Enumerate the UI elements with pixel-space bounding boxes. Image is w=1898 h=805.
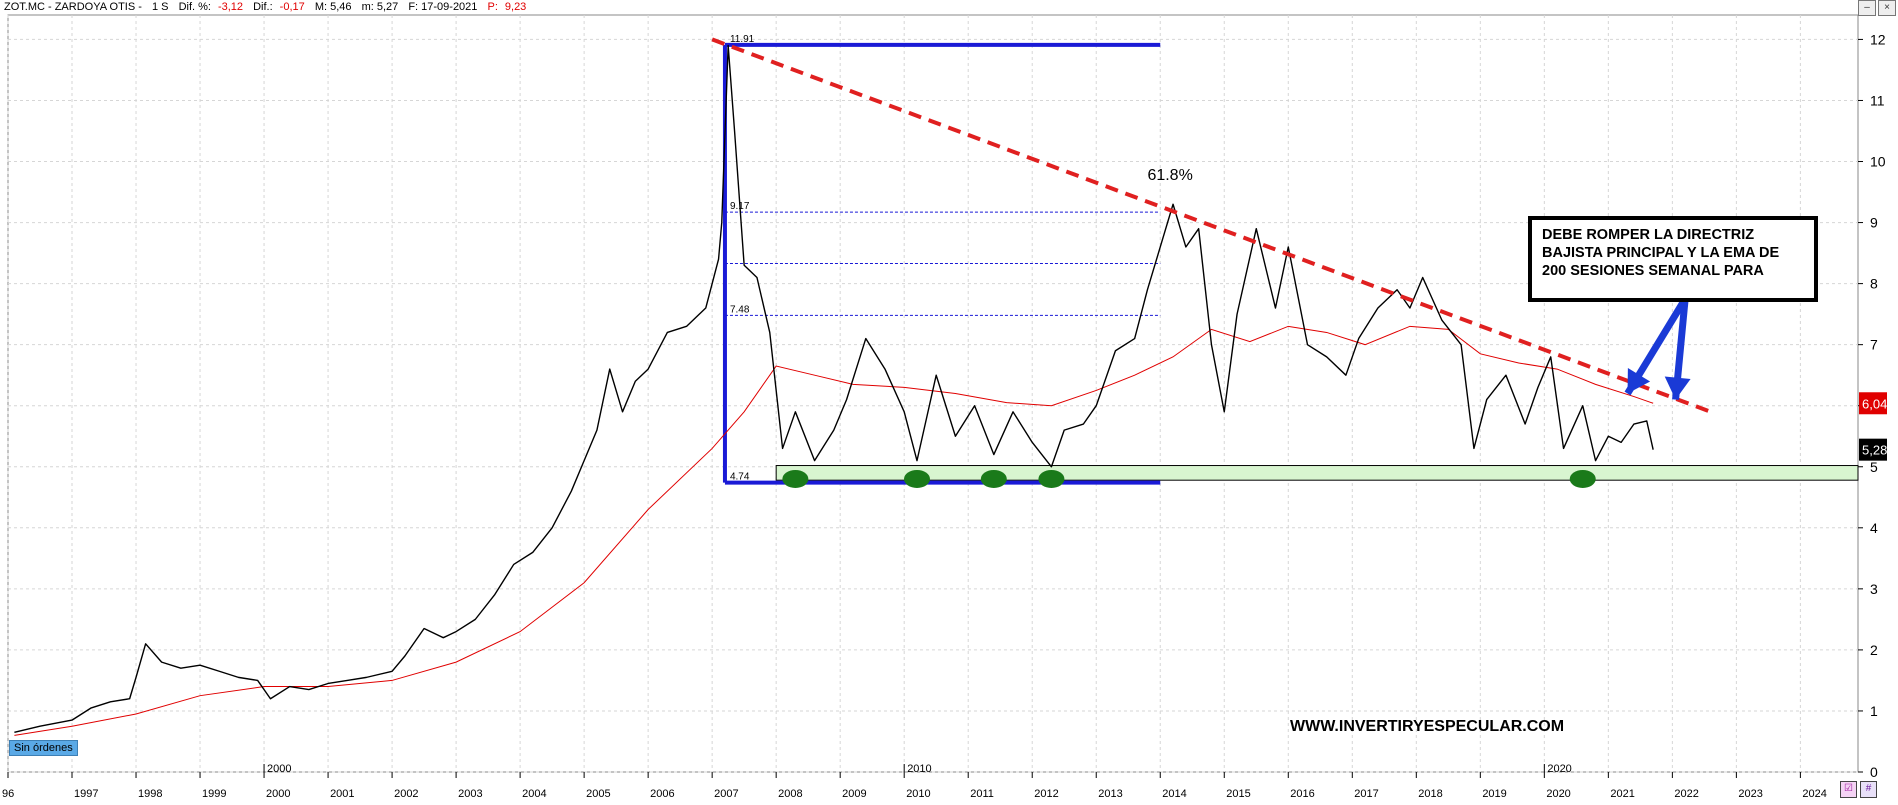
- y-tick-label: 3: [1870, 581, 1878, 597]
- dif-pct-label: Dif. %:: [178, 1, 211, 13]
- support-touch-marker: [1038, 469, 1065, 488]
- support-zone: [775, 465, 1859, 481]
- dif-value: -0,17: [279, 1, 305, 13]
- x-tick-label: 1998: [138, 788, 162, 800]
- close-button[interactable]: ×: [1878, 0, 1896, 16]
- x-tick-label: 2024: [1802, 788, 1826, 800]
- x-tick-label: 2000: [266, 788, 290, 800]
- y-tick-label: 9: [1870, 215, 1878, 231]
- x-tick-label: 2021: [1610, 788, 1634, 800]
- y-tick-label: 11: [1870, 92, 1885, 108]
- symbol-label: ZOT.MC - ZARDOYA OTIS -: [4, 1, 142, 13]
- support-touch-marker: [903, 469, 930, 488]
- x-tick-label: 1997: [74, 788, 98, 800]
- date-label: F: 17-09-2021: [408, 1, 478, 13]
- decade-label: 2020: [1547, 763, 1571, 775]
- dif-pct-value: -3,12: [217, 1, 244, 13]
- x-tick-label: 2013: [1098, 788, 1122, 800]
- dif-label: Dif.:: [253, 1, 273, 13]
- last-price-tag: [1859, 438, 1887, 461]
- minimize-button[interactable]: –: [1858, 0, 1876, 16]
- arrow-head: [1627, 367, 1651, 394]
- bearish-trendline: [711, 37, 1712, 414]
- ema-200-line: [14, 325, 1654, 736]
- x-tick-label: 2011: [970, 788, 994, 800]
- x-tick-label: 2019: [1482, 788, 1506, 800]
- x-tick-label: 2003: [458, 788, 482, 800]
- support-touch-marker: [980, 469, 1007, 488]
- annotation-label: 61.8%: [1147, 167, 1192, 184]
- min-label: m: 5,27: [361, 1, 399, 13]
- y-tick-label: 5: [1870, 459, 1878, 475]
- last-price-tag-label: 6,04: [1862, 396, 1887, 411]
- y-tick-label: 1: [1870, 703, 1878, 719]
- x-tick-label: 2008: [778, 788, 802, 800]
- last-price-tag-label: 5,28: [1862, 443, 1887, 458]
- box-level-label: 11.91: [730, 34, 755, 45]
- y-tick-label: 2: [1870, 642, 1878, 658]
- x-tick-label: 2014: [1162, 788, 1186, 800]
- x-tick-label: 1999: [202, 788, 226, 800]
- price-label: P:: [487, 1, 498, 13]
- arrow-head: [1664, 376, 1691, 400]
- price-value: 9,23: [504, 1, 527, 13]
- price-line: [14, 44, 1654, 733]
- y-tick-label: 7: [1870, 337, 1878, 353]
- watermark-text: WWW.INVERTIRYESPECULAR.COM: [1290, 718, 1565, 735]
- y-tick-label: 12: [1870, 31, 1886, 47]
- grid-icon[interactable]: #: [1860, 781, 1877, 798]
- x-tick-label: 2018: [1418, 788, 1442, 800]
- x-tick-label: 2004: [522, 788, 546, 800]
- plot-area: [7, 14, 1859, 773]
- x-tick-label: 2001: [330, 788, 354, 800]
- y-tick-label: 8: [1870, 276, 1878, 292]
- x-tick-label: 2009: [842, 788, 866, 800]
- max-label: M: 5,46: [314, 1, 352, 13]
- y-tick-label: 0: [1870, 764, 1878, 780]
- y-tick-label: 4: [1870, 520, 1878, 536]
- x-tick-label: 2007: [714, 788, 738, 800]
- annotation-note: DEBE ROMPER LA DIRECTRIZ BAJISTA PRINCIP…: [1528, 216, 1818, 302]
- support-touch-marker: [1569, 469, 1596, 488]
- chart-header: ZOT.MC - ZARDOYA OTIS - 1 S Dif. %: -3,12…: [4, 1, 533, 13]
- x-tick-label: 2022: [1674, 788, 1698, 800]
- decade-label: 2010: [907, 763, 931, 775]
- timeframe-label: 1 S: [151, 1, 169, 13]
- x-tick-label: 2002: [394, 788, 418, 800]
- decade-label: 2000: [267, 763, 291, 775]
- box-level-label: 4.74: [730, 472, 750, 483]
- x-tick-label: 96: [2, 788, 14, 800]
- x-tick-label: 2010: [906, 788, 930, 800]
- x-tick-label: 2016: [1290, 788, 1314, 800]
- x-tick-label: 2023: [1738, 788, 1762, 800]
- y-tick-label: 10: [1870, 154, 1886, 170]
- x-tick-label: 2012: [1034, 788, 1058, 800]
- fib-label: 7.48: [730, 304, 750, 315]
- x-tick-label: 2006: [650, 788, 674, 800]
- x-tick-label: 2020: [1546, 788, 1570, 800]
- last-price-tag: [1859, 392, 1887, 415]
- x-tick-label: 2005: [586, 788, 610, 800]
- checkbox-icon[interactable]: ☑: [1840, 781, 1857, 798]
- x-tick-label: 2017: [1354, 788, 1378, 800]
- orders-badge[interactable]: Sin órdenes: [9, 740, 78, 756]
- support-touch-marker: [782, 469, 809, 488]
- x-tick-label: 2015: [1226, 788, 1250, 800]
